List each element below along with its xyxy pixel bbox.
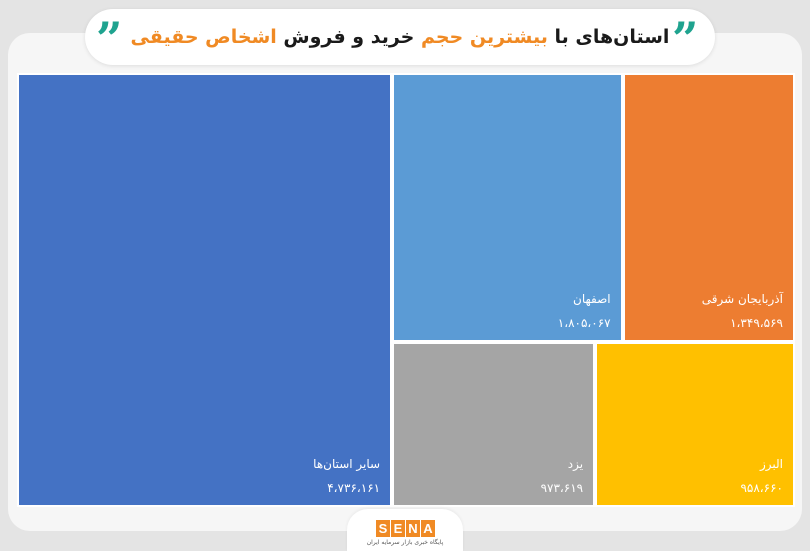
quote-open-icon: ” [672,12,699,66]
tile-label: آذربایجان شرقی [701,292,783,307]
logo-letter: N [406,520,420,537]
treemap-tile-alborz: البرز ۹۵۸،۶۶۰ [595,342,795,507]
tile-value: ۱،۸۰۵،۰۶۷ [557,316,611,331]
tile-value: ۱،۳۴۹،۵۶۹ [730,316,783,331]
treemap-tile-yazd: یزد ۹۷۳،۶۱۹ [392,342,596,507]
tile-label: سایر استان‌ها [313,457,381,471]
logo-letter: E [391,520,405,537]
treemap-tile-east-azerbaijan: آذربایجان شرقی ۱،۳۴۹،۵۶۹ [622,73,795,343]
tile-value: ۴،۷۳۶،۱۶۱ [327,481,381,495]
tile-label: البرز [759,456,783,471]
quote-close-icon: ” [96,12,123,66]
title-banner: استان‌های با بیشترین حجم خرید و فروش اشخ… [85,9,715,65]
chart-title: استان‌های با بیشترین حجم خرید و فروش اشخ… [131,26,670,48]
logo-letter: A [421,520,435,537]
treemap-tile-isfahan: اصفهان ۱،۸۰۵،۰۶۷ [392,73,623,343]
title-highlight-1: بیشترین حجم [420,26,548,48]
title-part-2: خرید و فروش [276,26,421,48]
tile-label: اصفهان [573,292,611,307]
tile-label: یزد [567,456,584,471]
tile-value: ۹۵۸،۶۶۰ [740,480,783,495]
logo-subtitle: پایگاه خبری بازار سرمایه ایران [366,539,444,546]
tile-value: ۹۷۳،۶۱۹ [540,480,584,495]
title-part-1: استان‌های با [547,26,670,48]
logo-banner [347,509,463,551]
treemap: سایر استان‌ها ۴،۷۳۶،۱۶۱ اصفهان ۱،۸۰۵،۰۶۷ آذر… [17,73,795,507]
treemap-tile-other-provinces: سایر استان‌ها ۴،۷۳۶،۱۶۱ [17,73,393,507]
title-highlight-2: اشخاص حقیقی [130,26,277,48]
logo-letter: S [376,520,390,537]
